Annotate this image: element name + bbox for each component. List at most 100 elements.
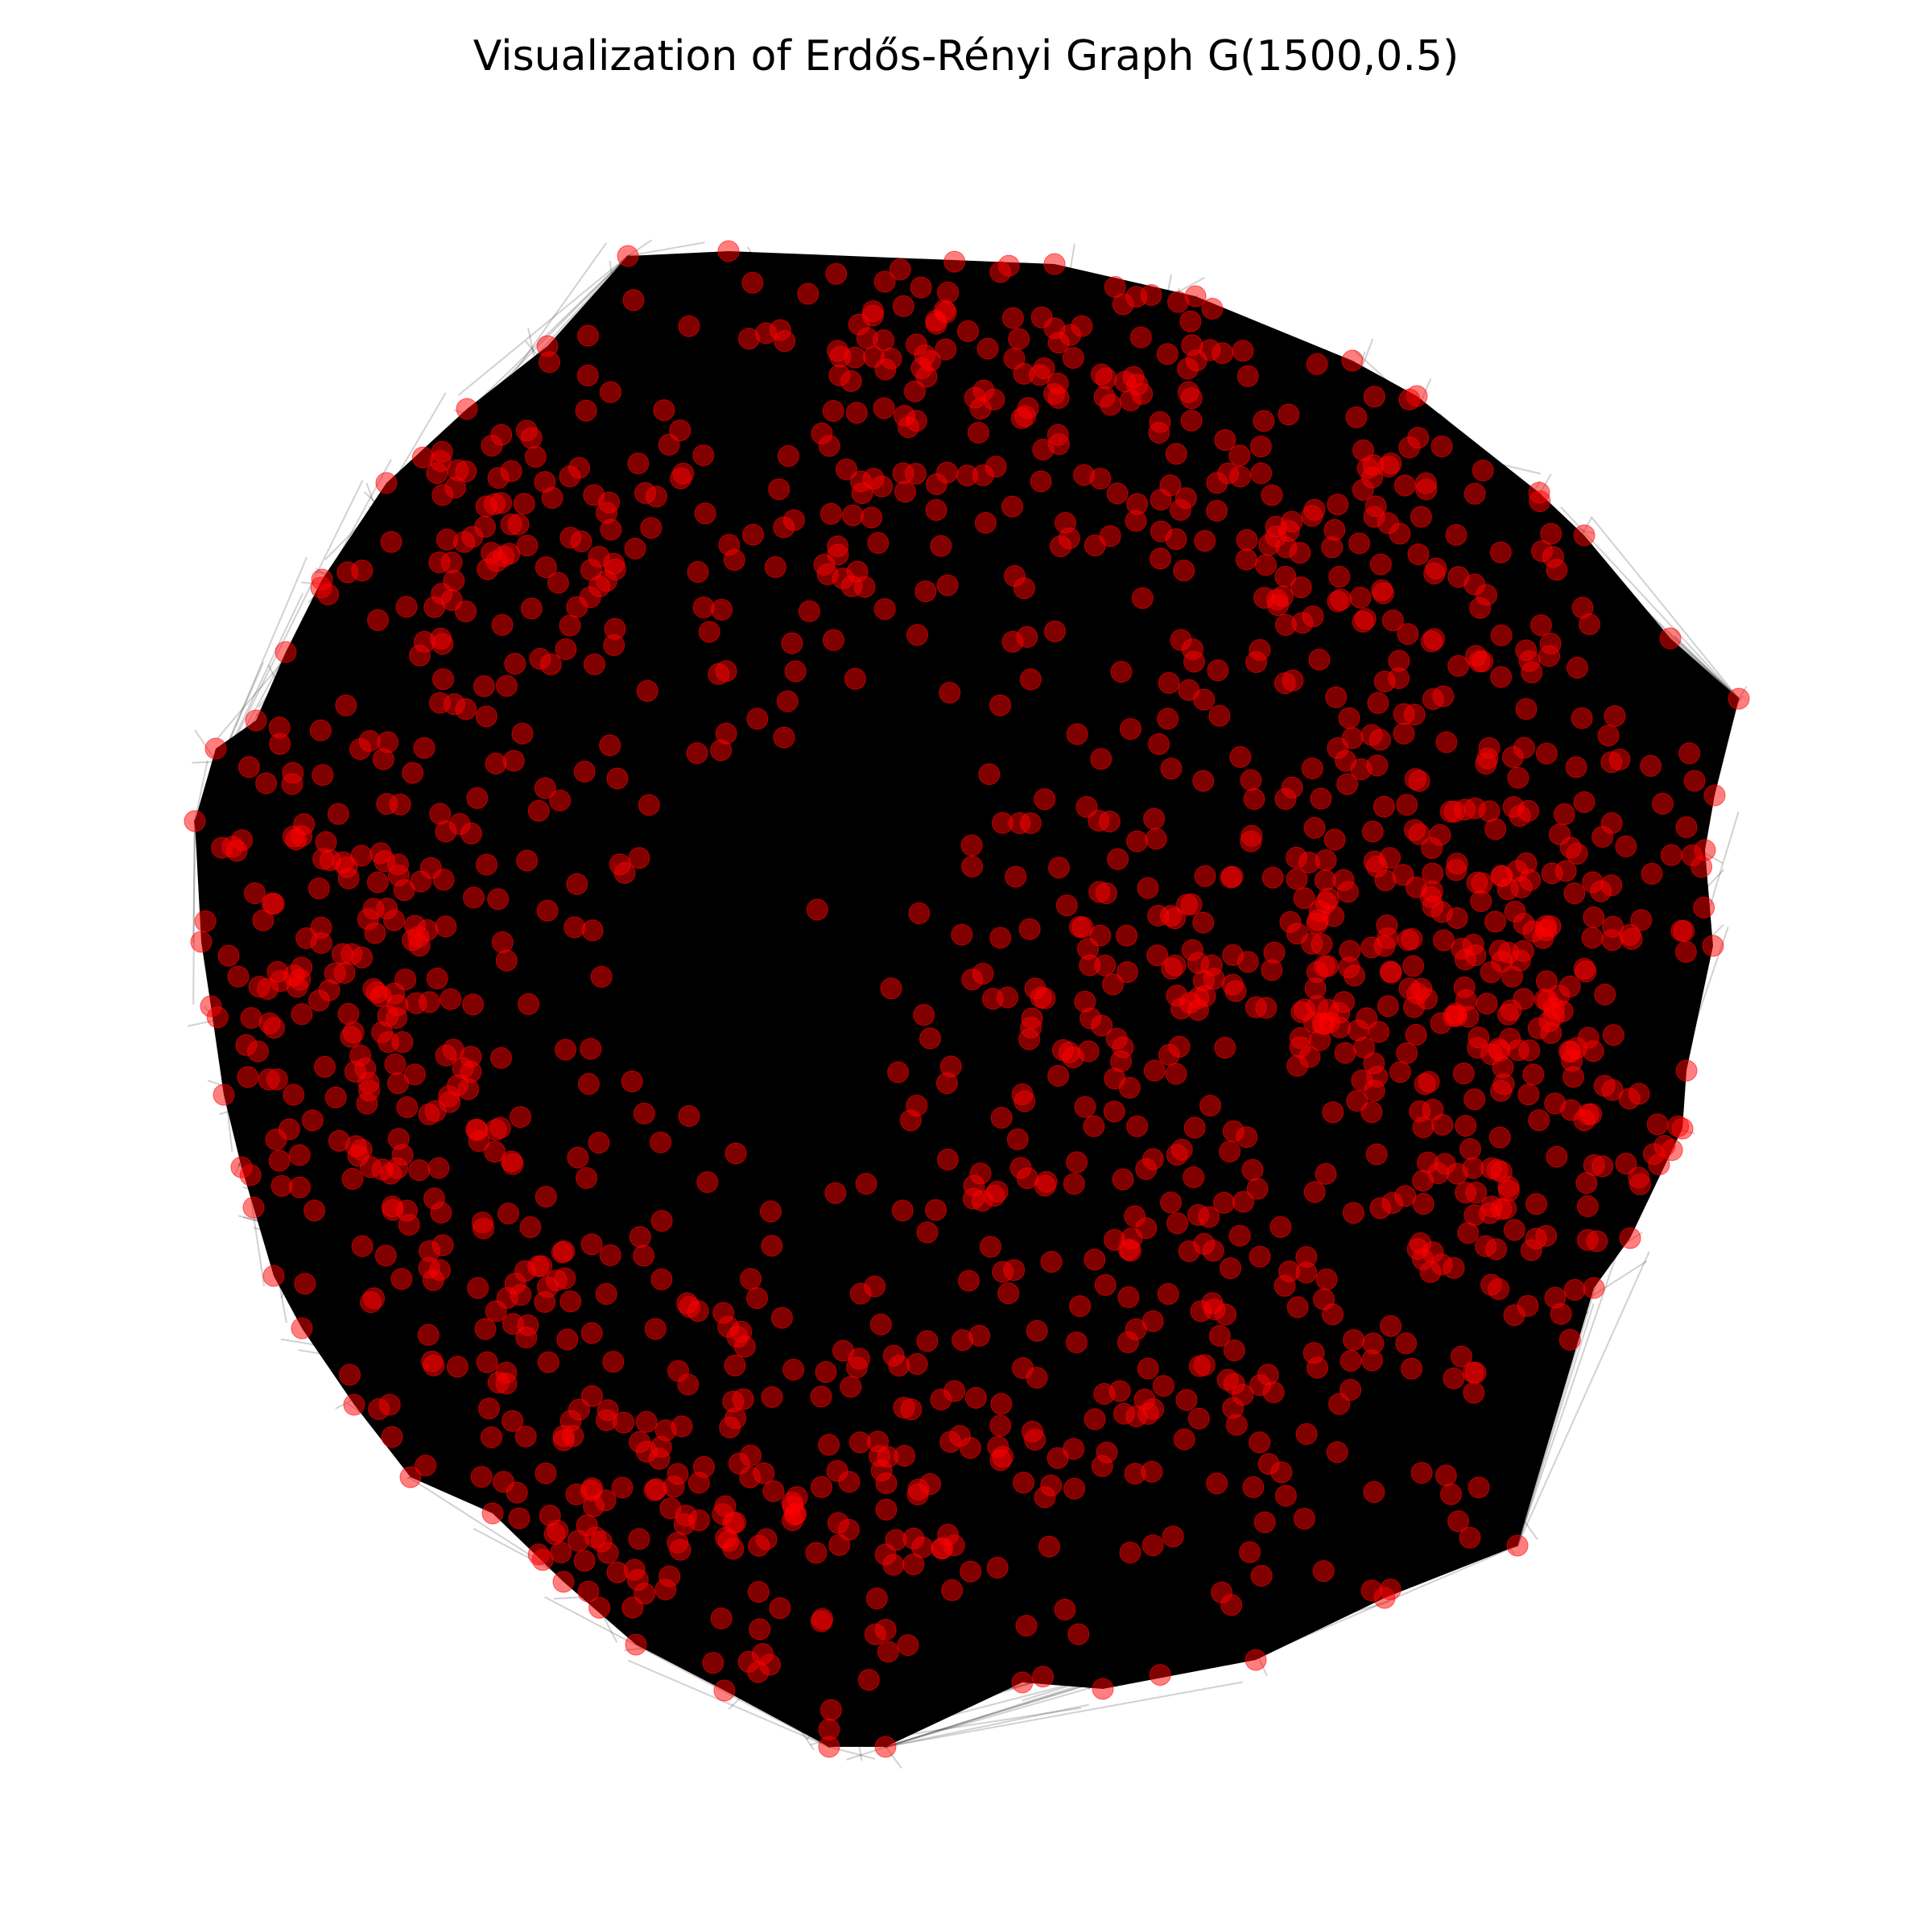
- graph-node: [1408, 823, 1430, 845]
- graph-node: [1228, 1224, 1251, 1247]
- graph-node: [1525, 1193, 1548, 1216]
- graph-node: [1253, 1511, 1276, 1534]
- graph-node: [764, 556, 786, 578]
- graph-node: [583, 484, 605, 506]
- graph-node: [511, 722, 534, 745]
- graph-node: [1404, 768, 1426, 791]
- graph-node: [1044, 620, 1066, 642]
- graph-node: [737, 328, 760, 350]
- graph-node: [423, 596, 446, 618]
- graph-node: [204, 737, 227, 760]
- graph-node: [429, 450, 452, 473]
- graph-node: [997, 1282, 1020, 1305]
- graph-node: [910, 276, 932, 299]
- graph-node: [515, 1327, 538, 1348]
- graph-node: [1199, 1095, 1221, 1117]
- graph-node: [1229, 745, 1252, 768]
- graph-node: [1178, 679, 1200, 701]
- graph-node: [485, 753, 507, 774]
- graph-node: [740, 1268, 762, 1290]
- graph-node: [1496, 1003, 1519, 1026]
- graph-node: [1503, 1219, 1525, 1241]
- graph-node: [1250, 1565, 1273, 1587]
- edge-line: [885, 1681, 1244, 1748]
- graph-node: [547, 572, 569, 594]
- graph-node: [258, 1068, 280, 1091]
- graph-node: [781, 632, 803, 654]
- graph-node: [372, 748, 394, 770]
- graph-node: [978, 763, 1001, 786]
- graph-node: [413, 630, 436, 653]
- graph-node: [1490, 624, 1513, 646]
- graph-node: [1203, 968, 1225, 990]
- graph-node: [432, 869, 455, 891]
- graph-node: [1261, 484, 1283, 506]
- graph-node: [990, 1107, 1013, 1129]
- graph-node: [1149, 1664, 1171, 1686]
- graph-node: [490, 423, 513, 446]
- graph-node: [925, 1199, 947, 1221]
- graph-node: [849, 1282, 872, 1305]
- graph-node: [906, 624, 928, 646]
- graph-node: [1240, 830, 1262, 852]
- graph-node: [1122, 365, 1145, 388]
- graph-node: [936, 1148, 959, 1170]
- graph-node: [1105, 1027, 1128, 1050]
- graph-node: [1576, 1195, 1599, 1217]
- graph-node: [481, 1502, 504, 1525]
- graph-node: [698, 621, 720, 643]
- graph-node: [1513, 913, 1535, 935]
- graph-node: [1412, 1116, 1435, 1138]
- graph-node: [811, 423, 833, 444]
- graph-node: [717, 240, 740, 262]
- graph-node: [636, 679, 658, 702]
- graph-node: [1389, 1061, 1411, 1084]
- graph-node: [455, 601, 477, 622]
- graph-node: [1152, 1375, 1174, 1397]
- graph-node: [606, 767, 629, 790]
- graph-node: [1506, 1534, 1529, 1557]
- graph-node: [1135, 1158, 1158, 1180]
- graph-node: [529, 647, 551, 670]
- graph-node: [1468, 1476, 1490, 1499]
- graph-node: [781, 1509, 803, 1531]
- graph-node: [1250, 462, 1273, 485]
- graph-node: [1206, 500, 1228, 522]
- graph-node: [861, 506, 883, 529]
- graph-node: [559, 526, 582, 549]
- graph-node: [1030, 306, 1053, 328]
- graph-node: [622, 289, 645, 312]
- graph-node: [845, 402, 868, 424]
- graph-node: [1323, 828, 1346, 851]
- graph-node: [1018, 1028, 1040, 1051]
- graph-node: [1116, 961, 1138, 984]
- graph-node: [1619, 1227, 1641, 1249]
- graph-node: [1090, 748, 1113, 770]
- edge-line: [885, 1678, 1108, 1748]
- graph-node: [1414, 1073, 1436, 1096]
- graph-node: [556, 1328, 579, 1351]
- graph-node: [941, 1579, 964, 1601]
- graph-node: [1158, 671, 1180, 694]
- graph-node: [357, 1071, 380, 1094]
- graph-node: [588, 1596, 611, 1619]
- graph-node: [1149, 411, 1171, 433]
- graph-node: [957, 320, 979, 342]
- graph-node: [1063, 1477, 1086, 1500]
- graph-node: [235, 1034, 258, 1056]
- graph-node: [1348, 532, 1370, 555]
- graph-node: [1093, 386, 1116, 408]
- graph-node: [473, 675, 495, 697]
- graph-node: [741, 271, 764, 294]
- graph-node: [818, 1736, 840, 1758]
- graph-node: [413, 737, 436, 759]
- graph-node: [645, 485, 667, 508]
- graph-node: [1349, 586, 1372, 609]
- graph-node: [913, 1004, 935, 1026]
- graph-node: [524, 445, 547, 468]
- graph-node: [1117, 1286, 1140, 1308]
- graph-node: [513, 493, 535, 515]
- graph-node: [935, 338, 957, 361]
- graph-node: [1337, 881, 1359, 903]
- graph-node: [1345, 406, 1368, 428]
